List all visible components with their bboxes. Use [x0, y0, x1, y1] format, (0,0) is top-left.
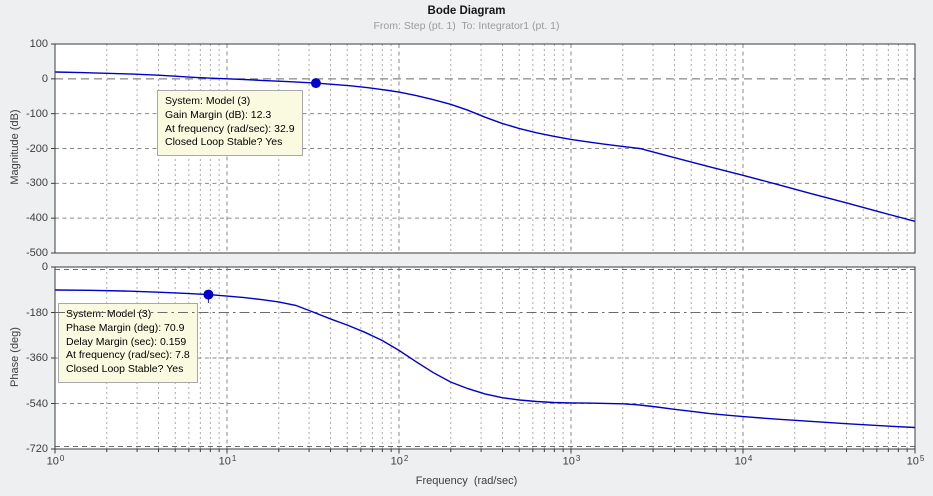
phase-margin-marker[interactable]	[203, 289, 214, 300]
datatip-line: Gain Margin (dB): 12.3	[165, 108, 272, 121]
datatip-line: At frequency (rad/sec): 7.8	[66, 349, 190, 362]
datatip-line: At frequency (rad/sec): 32.9	[165, 122, 295, 135]
datatip-line: System: Model (3)	[165, 95, 251, 107]
gain-margin-datatip[interactable]: System: Model (3) Gain Margin (dB): 12.3 A…	[157, 90, 303, 157]
phase-curve	[54, 289, 916, 429]
datatip-line: Closed Loop Stable? Yes	[66, 363, 184, 376]
magnitude-curve	[54, 71, 916, 222]
chart-subtitle: From: Step (pt. 1) To: Integrator1 (pt. …	[373, 20, 560, 32]
datatip-line: Closed Loop Stable? Yes	[165, 136, 283, 149]
datatip-line: Phase Margin (deg): 70.9	[66, 321, 185, 334]
phase-margin-datatip[interactable]: System: Model (3) Phase Margin (deg): 70.…	[58, 303, 198, 383]
gain-margin-marker[interactable]	[310, 78, 321, 89]
datatip-line: System: Model (3)	[66, 308, 152, 320]
chart-title: Bode Diagram	[427, 5, 506, 17]
datatip-line: Delay Margin (sec): 0.159	[66, 335, 187, 348]
